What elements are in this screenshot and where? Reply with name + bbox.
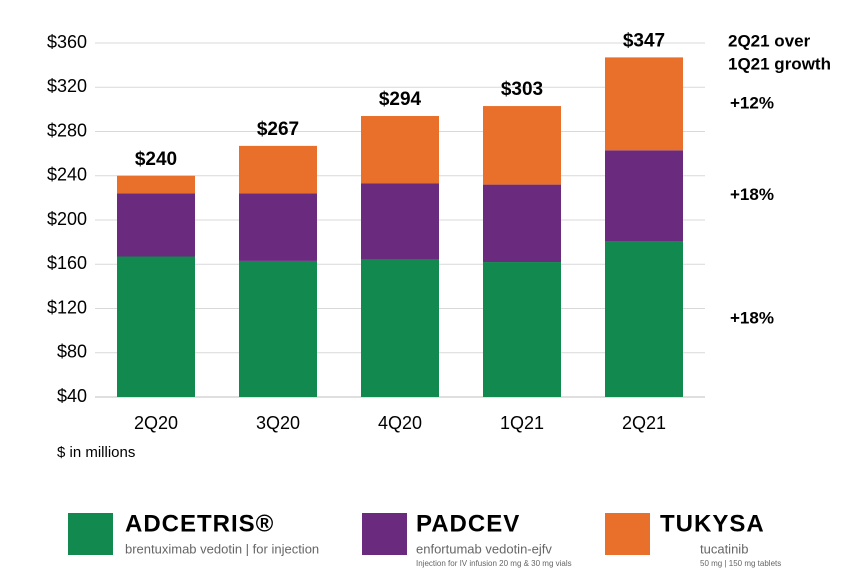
legend-swatch: [68, 513, 113, 555]
legend-detail: Injection for IV infusion 20 mg & 30 mg …: [416, 559, 572, 568]
legend-subtitle: enfortumab vedotin-ejfv: [416, 541, 552, 556]
y-tick-label: $240: [47, 165, 87, 185]
note: $ in millions: [57, 444, 135, 461]
legend-subtitle: brentuximab vedotin | for injection: [125, 541, 319, 556]
x-tick-label: 4Q20: [378, 413, 422, 433]
legend-subtitle: tucatinib: [700, 541, 748, 556]
bar-segment: [605, 241, 683, 397]
growth-title: 1Q21 growth: [728, 54, 831, 73]
legend-name: ADCETRIS®: [125, 510, 274, 537]
growth-label: +18%: [730, 185, 774, 204]
legend-name: PADCEV: [416, 510, 520, 537]
legend-detail: 50 mg | 150 mg tablets: [700, 559, 781, 568]
y-tick-label: $80: [57, 342, 87, 362]
y-tick-label: $40: [57, 386, 87, 406]
bar-segment: [483, 106, 561, 185]
growth-title: 2Q21 over: [728, 31, 811, 50]
total-label: $294: [379, 89, 422, 110]
bar-segment: [239, 145, 317, 194]
x-tick-label: 2Q21: [622, 413, 666, 433]
x-tick-label: 1Q21: [500, 413, 544, 433]
total-label: $240: [135, 149, 177, 170]
growth-label: +18%: [730, 308, 774, 327]
bar-segment: [117, 193, 195, 257]
legend-swatch: [362, 513, 407, 555]
x-tick-label: 2Q20: [134, 413, 178, 433]
bar-segment: [117, 175, 195, 194]
x-tick-label: 3Q20: [256, 413, 300, 433]
bar-segment: [483, 262, 561, 397]
growth-label: +12%: [730, 93, 774, 112]
total-label: $267: [257, 119, 299, 140]
total-label: $303: [501, 79, 543, 100]
bar-segment: [117, 256, 195, 397]
y-tick-label: $160: [47, 253, 87, 273]
bar-segment: [239, 260, 317, 397]
y-tick-label: $120: [47, 297, 87, 317]
bar-segment: [483, 184, 561, 263]
bar-segment: [239, 193, 317, 261]
bar-segment: [605, 57, 683, 151]
bar-segment: [361, 259, 439, 397]
y-tick-label: $200: [47, 209, 87, 229]
y-tick-label: $280: [47, 120, 87, 140]
bar-segment: [361, 183, 439, 260]
y-tick-label: $360: [47, 32, 87, 52]
legend-name: TUKYSA: [660, 510, 765, 537]
bar-segment: [361, 116, 439, 184]
bar-segment: [605, 150, 683, 242]
y-tick-label: $320: [47, 76, 87, 96]
total-label: $347: [623, 30, 665, 51]
legend-swatch: [605, 513, 650, 555]
